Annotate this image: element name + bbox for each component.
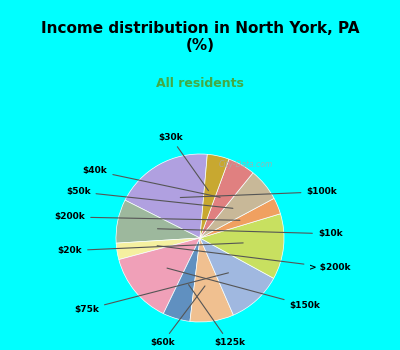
- Text: $60k: $60k: [150, 286, 205, 348]
- Text: $50k: $50k: [66, 187, 233, 208]
- Text: $125k: $125k: [188, 285, 245, 348]
- Wedge shape: [200, 173, 274, 238]
- Text: All residents: All residents: [156, 77, 244, 90]
- Wedge shape: [200, 238, 274, 315]
- Wedge shape: [200, 214, 284, 278]
- Wedge shape: [116, 238, 200, 260]
- Wedge shape: [163, 238, 200, 321]
- Text: $150k: $150k: [167, 268, 320, 310]
- Wedge shape: [190, 238, 233, 322]
- Wedge shape: [200, 159, 253, 238]
- Wedge shape: [200, 154, 229, 238]
- Text: $200k: $200k: [54, 212, 240, 222]
- Text: $30k: $30k: [158, 133, 208, 191]
- Text: City-Data.com: City-Data.com: [219, 160, 273, 169]
- Text: $10k: $10k: [158, 229, 342, 238]
- Text: $20k: $20k: [58, 243, 243, 255]
- Wedge shape: [125, 154, 207, 238]
- Text: $40k: $40k: [83, 166, 220, 197]
- Wedge shape: [116, 200, 200, 243]
- Wedge shape: [200, 198, 280, 238]
- Text: Income distribution in North York, PA
(%): Income distribution in North York, PA (%…: [41, 21, 359, 54]
- Wedge shape: [119, 238, 200, 314]
- Text: > $200k: > $200k: [157, 246, 351, 272]
- Text: $100k: $100k: [180, 187, 337, 197]
- Text: $75k: $75k: [74, 273, 228, 314]
